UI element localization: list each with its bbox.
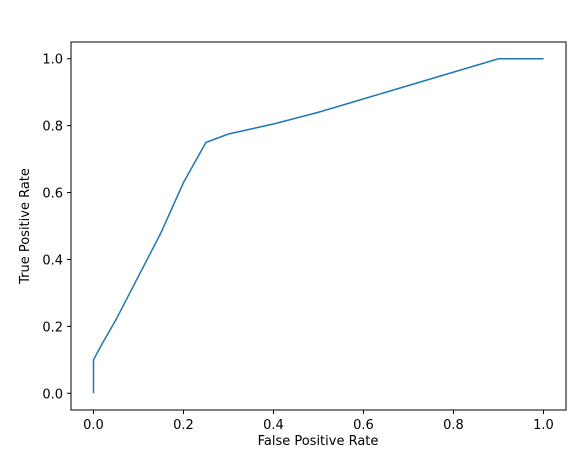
x-axis-label: False Positive Rate: [258, 434, 379, 449]
y-tick-label: 0.6: [42, 187, 63, 202]
x-tick-label: 0.2: [173, 418, 194, 433]
x-tick-label: 0.0: [83, 418, 104, 433]
y-tick-label: 0.0: [42, 387, 63, 402]
plot-frame: [70, 41, 567, 411]
x-tick-label: 1.0: [533, 418, 554, 433]
y-tick-label: 0.2: [42, 320, 63, 335]
x-tick-label: 0.6: [353, 418, 374, 433]
y-tick-label: 0.8: [42, 120, 63, 135]
x-tick-label: 0.4: [263, 418, 284, 433]
y-axis-label: True Positive Rate: [18, 168, 33, 285]
x-tick-label: 0.8: [443, 418, 464, 433]
y-tick-label: 0.4: [42, 253, 63, 268]
y-tick-label: 1.0: [42, 53, 63, 68]
line: [92, 57, 544, 394]
